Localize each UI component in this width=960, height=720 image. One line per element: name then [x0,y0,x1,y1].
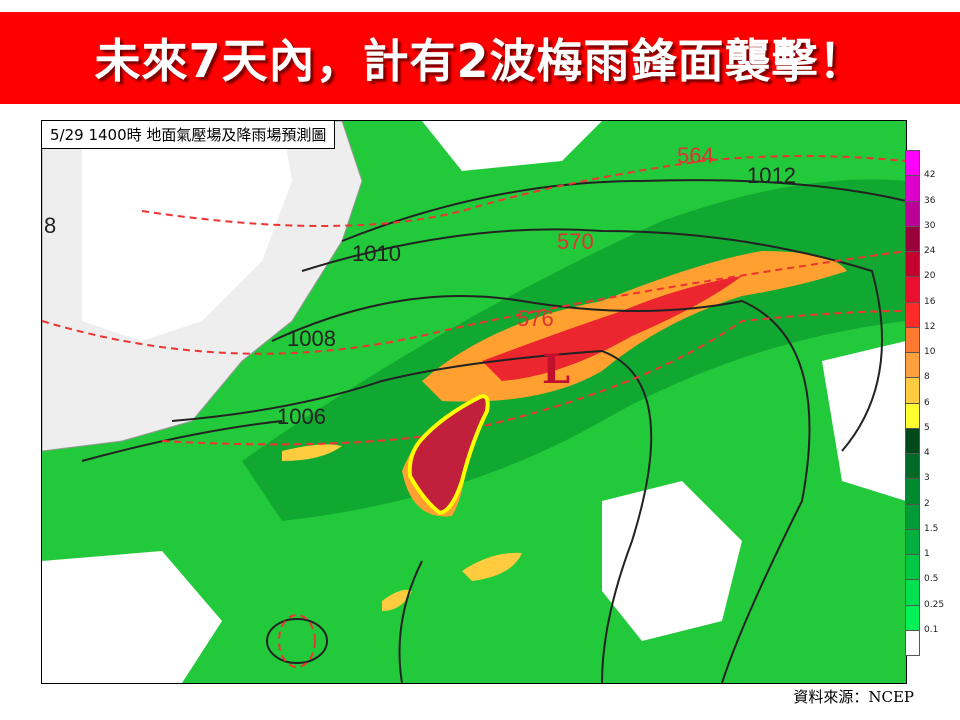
dry-area [82,121,292,341]
height-contours [42,155,906,668]
isobar-label: 1006 [277,404,326,429]
rain-cell [282,444,342,461]
legend-swatch [905,503,920,530]
legend-swatch [905,528,920,555]
data-source: 資料來源：NCEP [793,688,914,706]
low-pressure-marker: L [542,346,570,393]
legend-tick: 2 [924,498,930,509]
rain-cell [382,589,412,611]
legend-tick: 1.5 [924,523,939,534]
height-label: 576 [517,306,554,331]
legend-tick: 10 [924,347,936,357]
isobar-label: 1010 [352,241,401,266]
legend-tick: 16 [924,296,936,307]
legend-swatch [905,326,920,353]
legend-swatch [905,301,920,328]
dry-area [822,341,906,501]
legend-swatch [905,150,920,177]
legend-swatch [905,579,920,606]
dry-area [42,551,222,683]
legend-tick: 0.1 [924,624,939,635]
rain-cell [462,552,522,581]
legend-tick: 0.5 [924,574,939,585]
isobar-label: 1008 [287,326,336,351]
taiwan-highlight [407,394,490,516]
isobars [81,179,906,683]
precipitation-legend: 42 36 30 24 20 16 12 10 8 6 5 4 3 2 1.5 1 0.5 0.25 0.1 [905,150,960,656]
legend-swatch [905,352,920,379]
legend-tick: 1 [924,549,930,559]
legend-tick: 6 [924,397,930,408]
dry-area [422,121,602,171]
legend-tick: 12 [924,321,936,332]
legend-swatch [905,604,920,631]
height-label: 570 [557,229,594,254]
legend-tick: 42 [924,170,936,181]
legend-swatch [905,427,920,454]
legend-swatch [905,377,920,404]
height-label: 564 [677,143,714,168]
legend-swatch [905,175,920,202]
legend-swatch [905,554,920,581]
legend-tick: 0.25 [924,599,945,610]
legend-tick: 36 [924,195,936,206]
legend-swatch [905,453,920,480]
dry-area [602,481,742,641]
banner-title: 未來7天內，計有2波梅雨鋒面襲擊！ [94,34,866,88]
legend-tick: 8 [924,372,930,383]
legend-swatch [905,251,920,278]
legend-tick: 30 [924,220,936,231]
legend-tick: 24 [924,246,936,256]
legend-swatch [905,276,920,303]
map-caption: 5/29 1400時 地面氣壓場及降雨場預測圖 [42,121,336,149]
isobar-label: 1012 [747,163,796,188]
forecast-map: 1012 1010 1008 1006 8 564 570 576 L 5/29… [41,120,907,684]
title-banner: 未來7天內，計有2波梅雨鋒面襲擊！ [0,12,960,104]
legend-swatch [905,402,920,429]
legend-swatch [905,478,920,505]
legend-tick: 5 [924,422,930,433]
isobar-label: 8 [44,213,56,238]
map-graphic: 1012 1010 1008 1006 8 564 570 576 L [42,121,906,683]
legend-tick: 3 [924,473,930,484]
legend-swatch [905,225,920,252]
legend-tick: 4 [924,448,930,458]
legend-swatch [905,629,920,656]
legend-tick: 20 [924,271,936,282]
legend-swatch [905,200,920,227]
